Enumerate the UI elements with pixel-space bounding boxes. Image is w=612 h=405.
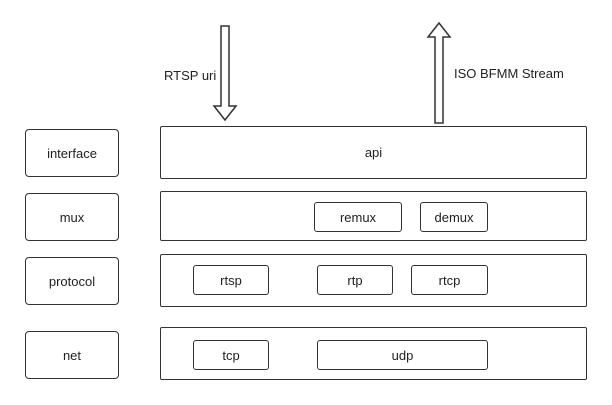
layer-label-protocol: protocol	[25, 257, 119, 305]
tcp-module: tcp	[193, 340, 269, 370]
module-label: rtcp	[438, 272, 461, 288]
layer-label-text: mux	[59, 209, 85, 225]
module-label: tcp	[222, 347, 240, 363]
module-label: udp	[391, 347, 414, 363]
layer-label-text: interface	[47, 145, 97, 161]
module-label: rtp	[347, 272, 363, 288]
api-module: api	[364, 145, 383, 160]
module-label: demux	[434, 209, 474, 225]
interface-layer: api	[160, 126, 587, 179]
demux-module: demux	[420, 202, 488, 232]
module-label: remux	[339, 209, 377, 225]
rtcp-module: rtcp	[411, 265, 488, 295]
layer-label-net: net	[25, 331, 119, 379]
down-arrow-icon	[212, 25, 238, 122]
layer-label-mux: mux	[25, 193, 119, 241]
mux-layer	[160, 191, 587, 241]
udp-module: udp	[317, 340, 488, 370]
rtsp-uri-label: RTSP uri	[164, 68, 217, 83]
layer-label-interface: interface	[25, 129, 119, 177]
layer-label-text: protocol	[48, 273, 96, 289]
rtsp-module: rtsp	[193, 265, 269, 295]
rtp-module: rtp	[317, 265, 393, 295]
module-label: rtsp	[220, 272, 242, 288]
up-arrow-icon	[426, 21, 452, 124]
iso-bfmm-stream-label: ISO BFMM Stream	[454, 66, 564, 81]
layer-label-text: net	[62, 347, 82, 363]
remux-module: remux	[314, 202, 402, 232]
